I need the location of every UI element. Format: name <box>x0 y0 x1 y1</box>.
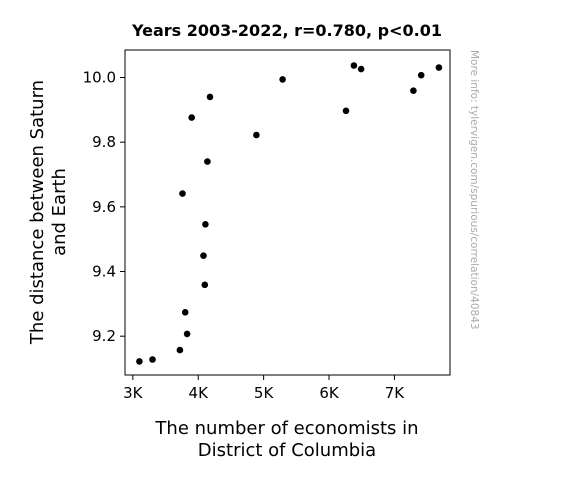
data-point-19 <box>350 62 358 69</box>
x-tick-label-1: 4K <box>189 384 210 402</box>
data-point-11 <box>188 114 195 121</box>
x-tick-label-2: 5K <box>254 384 275 402</box>
data-point-6 <box>200 252 207 259</box>
data-point-18 <box>435 64 443 71</box>
data-point-4 <box>181 309 189 316</box>
y-axis-label-line-1: The distance between Saturn <box>27 80 48 345</box>
data-point-10 <box>253 131 260 139</box>
y-axis-ticks: 9.2 9.4 9.6 9.8 10.0 <box>83 68 125 345</box>
data-point-12 <box>342 107 350 115</box>
data-point-3 <box>183 330 191 338</box>
data-point-0 <box>136 358 143 365</box>
data-point-14 <box>410 87 417 94</box>
y-tick-label-1: 9.4 <box>92 263 116 281</box>
x-tick-label-4: 7K <box>385 384 406 402</box>
data-point-2 <box>176 346 184 354</box>
y-tick-label-4: 10.0 <box>83 68 116 86</box>
y-axis-label-line-2: and Earth <box>49 168 70 256</box>
chart-title: Years 2003-2022, r=0.780, p<0.01 <box>131 21 442 40</box>
data-point-13 <box>206 93 214 101</box>
x-tick-label-3: 6K <box>319 384 340 402</box>
data-point-5 <box>201 281 209 289</box>
data-point-17 <box>357 65 365 73</box>
x-axis-ticks: 3K 4K 5K 6K 7K <box>123 375 405 402</box>
y-tick-label-0: 9.2 <box>92 327 116 345</box>
plot-area: 3K 4K 5K 6K 7K 9.2 9.4 9.6 9.8 10.0 <box>83 49 451 402</box>
plot-frame <box>124 49 451 376</box>
data-point-16 <box>417 71 425 79</box>
data-point-7 <box>202 221 209 228</box>
y-tick-label-3: 9.8 <box>92 133 116 151</box>
x-tick-label-0: 3K <box>123 384 144 402</box>
data-point-15 <box>279 76 286 83</box>
x-axis-label-line-2: District of Columbia <box>198 440 376 461</box>
data-point-8 <box>179 190 186 197</box>
data-point-9 <box>204 158 211 165</box>
watermark-text: More info: tylervigen.com/spurious/corre… <box>468 50 480 330</box>
x-axis-label-line-1: The number of economists in <box>154 418 418 439</box>
data-point-1 <box>149 356 156 363</box>
data-points <box>136 62 443 365</box>
y-tick-label-2: 9.6 <box>92 198 116 216</box>
